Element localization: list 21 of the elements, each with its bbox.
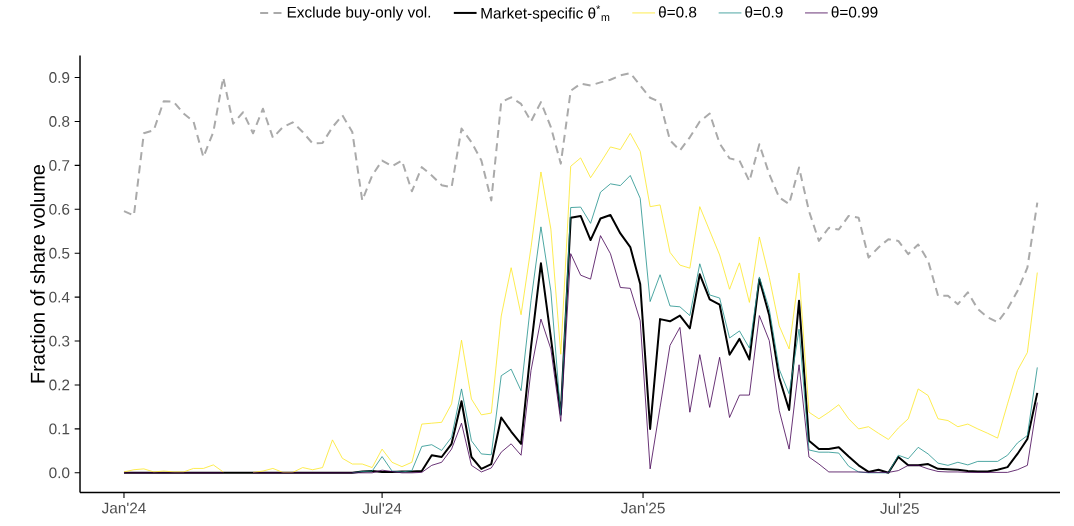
line-series (122, 72, 1039, 324)
legend-label: θ=0.9 (745, 6, 783, 18)
y-tick-label: 0.2 (49, 379, 70, 391)
y-tick-label: 0.1 (49, 423, 70, 435)
x-tick-label: Jul'24 (362, 502, 402, 515)
y-tick-label: 0.7 (49, 160, 70, 172)
y-tick-label: 0.0 (49, 467, 70, 479)
x-tick-label: Jul'25 (880, 502, 919, 515)
y-tick-label: 0.5 (49, 248, 70, 259)
legend-label: Market-specific θ$^{*}$m (481, 5, 610, 22)
y-tick-label: 0.9 (49, 72, 70, 84)
y-axis-title: Fraction of share volume (30, 165, 45, 383)
y-tick-label: 0.8 (49, 116, 70, 128)
legend-label: Exclude buy-only vol. (287, 6, 431, 21)
y-tick-label: 0.6 (49, 204, 70, 215)
x-tick-label: Jan'24 (101, 502, 146, 514)
legend-label: θ=0.99 (831, 6, 878, 18)
y-tick-label: 0.3 (49, 335, 70, 347)
y-tick-label: 0.4 (49, 291, 70, 303)
x-tick-label: Jan'25 (620, 502, 665, 514)
legend-label: θ=0.8 (658, 6, 697, 18)
